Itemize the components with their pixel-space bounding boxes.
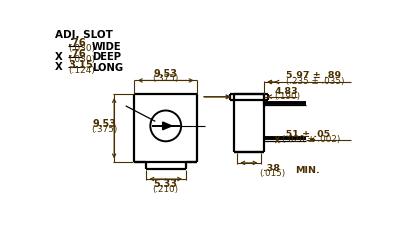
Text: MIN.: MIN. bbox=[295, 166, 320, 175]
Text: (.210): (.210) bbox=[153, 185, 179, 194]
Text: (.015): (.015) bbox=[259, 169, 285, 178]
Text: 9.53: 9.53 bbox=[93, 119, 117, 129]
Text: (.020 ± .002): (.020 ± .002) bbox=[282, 135, 340, 144]
Text: DEEP: DEEP bbox=[92, 52, 121, 62]
Text: X: X bbox=[55, 52, 62, 62]
Text: (.190): (.190) bbox=[274, 92, 300, 101]
Text: 4.83: 4.83 bbox=[274, 87, 298, 96]
Text: WIDE: WIDE bbox=[92, 41, 122, 52]
Text: X: X bbox=[55, 62, 62, 72]
Text: (.124): (.124) bbox=[68, 66, 95, 75]
Text: .76: .76 bbox=[68, 49, 86, 59]
Text: .51 ± .05: .51 ± .05 bbox=[282, 130, 330, 139]
Text: .76: .76 bbox=[68, 39, 86, 48]
Polygon shape bbox=[163, 122, 172, 130]
Text: .38: .38 bbox=[264, 164, 280, 173]
Text: (.030): (.030) bbox=[68, 44, 95, 53]
Text: 9.53: 9.53 bbox=[154, 68, 178, 79]
Text: LONG: LONG bbox=[92, 63, 123, 73]
Text: 5.97 ± .89: 5.97 ± .89 bbox=[286, 71, 341, 80]
Text: (.375): (.375) bbox=[152, 74, 179, 83]
Text: (.030): (.030) bbox=[68, 55, 95, 64]
Text: (.375): (.375) bbox=[92, 125, 118, 134]
Text: (.235 ± .035): (.235 ± .035) bbox=[286, 77, 344, 86]
Text: 5.33: 5.33 bbox=[154, 179, 178, 189]
Text: 3.15: 3.15 bbox=[68, 60, 93, 70]
Text: ADJ. SLOT: ADJ. SLOT bbox=[55, 30, 113, 40]
